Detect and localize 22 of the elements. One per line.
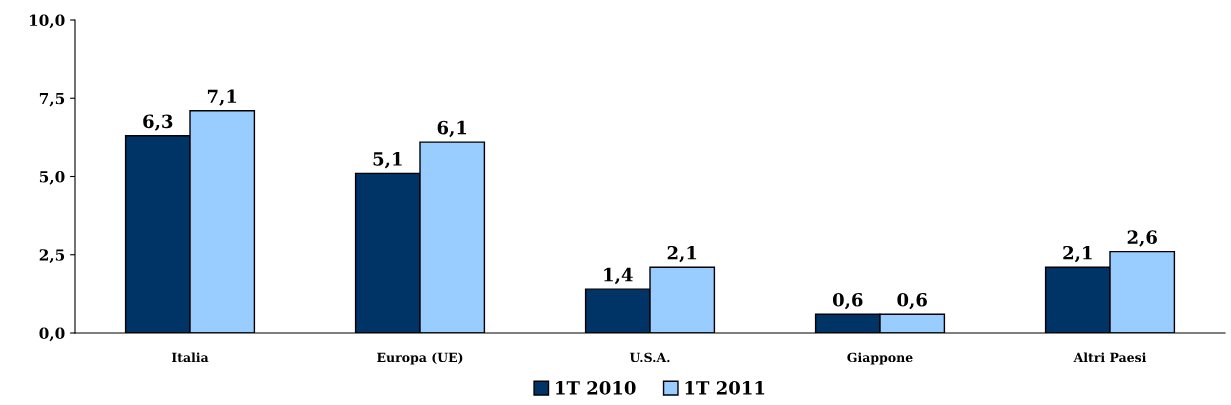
legend-label: 1T 2010	[556, 380, 636, 395]
y-tick-label: 10,0	[29, 14, 65, 29]
data-label: 0,6	[832, 292, 863, 310]
x-tick-label: Italia	[171, 352, 209, 363]
data-label: 5,1	[373, 152, 402, 169]
x-tick-label: Giappone	[847, 352, 913, 365]
data-label: 7,1	[207, 89, 237, 106]
data-label: 1,4	[604, 267, 633, 285]
data-label: 2,6	[1127, 230, 1157, 247]
y-tick-label: 5,0	[39, 170, 65, 185]
x-tick-label: Altri Paesi	[1073, 352, 1147, 363]
x-tick-label: Europa (UE)	[377, 352, 463, 365]
y-tick-label: 2,5	[39, 249, 65, 264]
y-tick-label: 7,5	[39, 92, 65, 107]
x-tick-label: U.S.A.	[629, 352, 670, 363]
data-label: 2,1	[667, 245, 697, 263]
data-label: 0,6	[897, 292, 927, 310]
legend-label: 1T 2011	[685, 380, 765, 395]
data-label: 6,1	[437, 120, 467, 138]
y-tick-label: 0,0	[39, 327, 65, 342]
data-label: 6,3	[143, 114, 173, 131]
data-label: 2,1	[1063, 245, 1092, 263]
